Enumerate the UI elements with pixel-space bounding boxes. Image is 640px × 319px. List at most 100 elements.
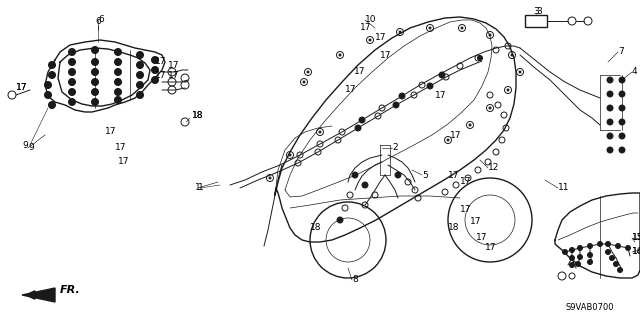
Circle shape (399, 31, 401, 33)
Text: 5: 5 (422, 170, 428, 180)
Text: 14: 14 (632, 248, 640, 256)
Circle shape (570, 248, 575, 253)
Circle shape (619, 91, 625, 97)
Circle shape (115, 78, 122, 85)
Circle shape (136, 92, 143, 99)
Circle shape (607, 133, 613, 139)
Text: 11: 11 (558, 183, 570, 192)
Circle shape (49, 101, 56, 108)
Circle shape (92, 99, 99, 106)
Text: 12: 12 (488, 164, 499, 173)
Circle shape (507, 89, 509, 91)
Text: FR.: FR. (60, 285, 81, 295)
Circle shape (68, 99, 76, 106)
Circle shape (619, 133, 625, 139)
Text: 17: 17 (118, 158, 129, 167)
Text: 1: 1 (195, 183, 201, 192)
Circle shape (307, 71, 309, 73)
Text: 17: 17 (476, 234, 488, 242)
Polygon shape (22, 288, 55, 302)
Bar (525, 15, 547, 27)
Text: 17: 17 (450, 130, 461, 139)
Text: 17: 17 (155, 70, 166, 79)
Circle shape (92, 88, 99, 95)
Circle shape (477, 56, 483, 61)
Circle shape (68, 58, 76, 65)
Circle shape (337, 218, 342, 222)
Circle shape (440, 72, 445, 78)
Circle shape (570, 256, 575, 261)
Circle shape (115, 48, 122, 56)
Circle shape (577, 246, 582, 250)
Text: 10: 10 (365, 16, 376, 25)
Circle shape (303, 81, 305, 83)
Circle shape (447, 139, 449, 141)
Circle shape (92, 47, 99, 54)
Circle shape (362, 182, 367, 188)
Text: 2: 2 (392, 144, 397, 152)
Circle shape (68, 78, 76, 85)
Text: 17: 17 (485, 243, 497, 253)
Text: 17: 17 (375, 33, 387, 42)
Text: 17: 17 (105, 128, 116, 137)
Circle shape (489, 107, 491, 109)
Text: 9: 9 (22, 140, 28, 150)
Circle shape (152, 66, 159, 73)
Circle shape (115, 88, 122, 95)
Circle shape (511, 54, 513, 56)
Text: 6: 6 (95, 18, 101, 26)
Text: 17: 17 (168, 61, 179, 70)
Circle shape (92, 58, 99, 65)
Circle shape (269, 177, 271, 179)
Circle shape (619, 105, 625, 111)
Text: 17: 17 (435, 91, 447, 100)
Circle shape (461, 27, 463, 29)
Circle shape (625, 246, 630, 250)
Text: 17: 17 (380, 50, 392, 60)
Circle shape (428, 84, 433, 88)
Text: 17: 17 (470, 218, 481, 226)
Circle shape (92, 69, 99, 76)
Circle shape (619, 147, 625, 153)
Text: 8: 8 (352, 276, 358, 285)
Text: 3: 3 (536, 8, 541, 17)
Circle shape (570, 263, 575, 268)
Circle shape (360, 117, 365, 122)
Circle shape (68, 69, 76, 76)
Circle shape (588, 259, 593, 264)
Text: 17: 17 (16, 84, 28, 93)
Text: 18: 18 (448, 224, 460, 233)
Circle shape (355, 125, 360, 130)
Text: S9VAB0700: S9VAB0700 (566, 303, 614, 313)
Circle shape (49, 71, 56, 78)
Circle shape (429, 27, 431, 29)
Circle shape (607, 119, 613, 125)
Circle shape (469, 124, 471, 126)
Text: 15: 15 (632, 234, 640, 242)
Circle shape (607, 147, 613, 153)
Circle shape (353, 173, 358, 177)
Circle shape (607, 91, 613, 97)
Circle shape (319, 131, 321, 133)
Circle shape (489, 34, 491, 36)
Circle shape (45, 92, 51, 99)
Circle shape (136, 51, 143, 58)
Text: 17: 17 (345, 85, 356, 94)
Circle shape (519, 71, 521, 73)
Circle shape (614, 262, 618, 266)
Circle shape (45, 81, 51, 88)
Circle shape (289, 154, 291, 156)
Circle shape (619, 119, 625, 125)
Circle shape (607, 77, 613, 83)
Text: 17: 17 (168, 71, 179, 80)
Text: 17: 17 (155, 57, 166, 66)
Text: 6: 6 (98, 16, 104, 25)
Text: 3: 3 (533, 8, 539, 17)
Text: 17: 17 (448, 170, 460, 180)
Circle shape (115, 69, 122, 76)
Text: 17: 17 (460, 177, 472, 187)
Text: 17: 17 (16, 84, 28, 93)
Circle shape (607, 105, 613, 111)
Circle shape (605, 249, 611, 255)
Circle shape (394, 102, 399, 108)
